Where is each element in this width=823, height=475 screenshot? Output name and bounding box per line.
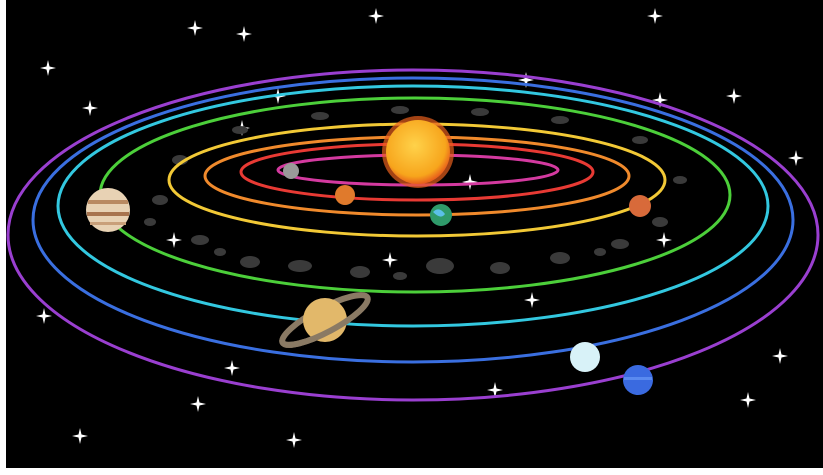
sun (382, 116, 454, 188)
solar-system-illustration (0, 0, 823, 475)
